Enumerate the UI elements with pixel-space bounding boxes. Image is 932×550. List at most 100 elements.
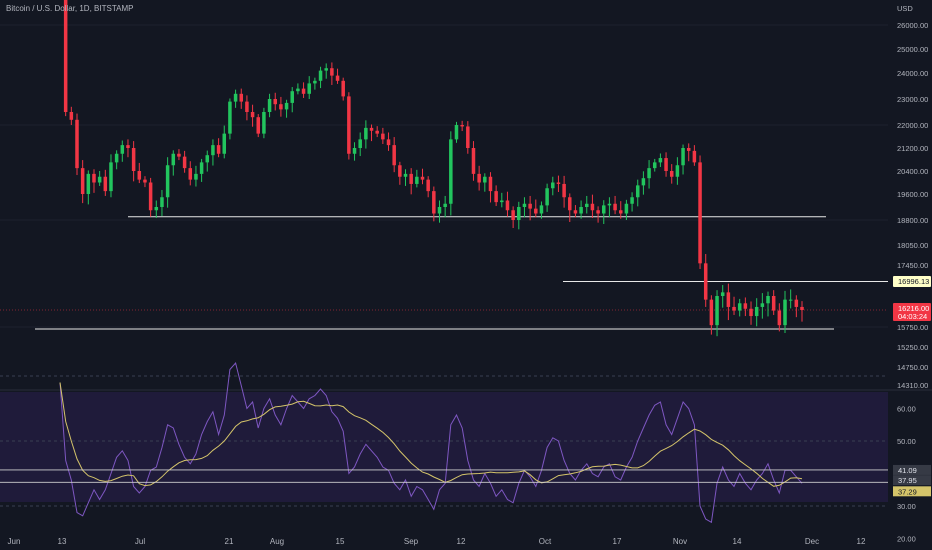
rsi-tick-label: 37.29 — [898, 487, 917, 496]
candle — [760, 303, 765, 307]
price-tick-label: 22000.00 — [897, 121, 928, 130]
candle — [233, 93, 238, 102]
candle — [262, 112, 266, 134]
candle — [392, 145, 396, 166]
candle — [585, 203, 589, 207]
candle — [279, 104, 283, 110]
candle — [307, 83, 311, 94]
candle — [352, 148, 357, 154]
candle — [437, 207, 442, 214]
time-tick-label: 13 — [58, 537, 67, 546]
candle — [613, 203, 617, 211]
price-tick-label: 17450.00 — [897, 261, 928, 270]
candle — [267, 99, 272, 112]
candle — [284, 102, 289, 110]
candle — [466, 126, 470, 148]
candle — [245, 101, 249, 112]
candle — [426, 179, 430, 192]
candle — [534, 208, 538, 214]
candle — [143, 179, 147, 183]
candle — [290, 91, 294, 103]
candle — [783, 299, 787, 326]
time-axis: Jun 13 Jul 21 Aug 15 Sep 12 Oct 17 Nov 14 Dec 12 — [8, 537, 866, 546]
candle — [228, 101, 232, 134]
price-axis: USD 26000.00 25000.00 24000.00 23000.00 22000… — [893, 4, 931, 544]
candle — [471, 148, 476, 174]
candle — [749, 308, 753, 317]
candle — [568, 197, 572, 211]
candle — [500, 200, 504, 203]
candle — [647, 168, 651, 179]
rsi-tick-label: 60.00 — [897, 405, 916, 414]
candle — [743, 303, 748, 309]
candle — [618, 210, 623, 214]
candle — [528, 203, 532, 209]
rsi-ma-badge — [893, 486, 931, 497]
horizontal-lines[interactable] — [0, 216, 888, 330]
rsi-tick-label: 20.00 — [897, 535, 916, 544]
candle — [341, 80, 345, 97]
grid — [0, 24, 932, 507]
price-tick-label: 18050.00 — [897, 241, 928, 250]
candle — [635, 185, 640, 198]
candle — [103, 176, 108, 192]
candle — [171, 153, 176, 166]
candle — [794, 299, 799, 307]
candle — [681, 148, 685, 166]
candle — [239, 93, 244, 102]
candle — [658, 158, 663, 163]
last-price-badge-text: 04:03:24 — [898, 312, 927, 321]
candle — [517, 207, 521, 220]
candle — [205, 155, 210, 163]
candle — [420, 176, 425, 180]
candle — [398, 165, 402, 177]
candle — [296, 88, 300, 92]
time-tick-label: Jul — [135, 537, 145, 546]
candle — [313, 80, 317, 84]
candle — [126, 145, 130, 148]
candle — [182, 156, 187, 169]
candle — [80, 168, 85, 194]
candle — [403, 173, 408, 177]
candle — [75, 119, 79, 169]
chart-title: Bitcoin / U.S. Dollar, 1D, BITSTAMP — [6, 4, 134, 13]
candle — [766, 296, 770, 304]
candle — [505, 200, 510, 211]
candle — [63, 0, 68, 112]
candle — [69, 112, 74, 120]
candle — [449, 139, 453, 204]
candle — [641, 178, 646, 186]
candle — [715, 296, 719, 326]
price-unit-label: USD — [897, 4, 913, 13]
candle — [737, 303, 742, 311]
candle — [432, 191, 436, 214]
candle — [386, 139, 391, 146]
time-tick-label: 12 — [457, 537, 466, 546]
price-tick-label: 26000.00 — [897, 21, 928, 30]
candle — [652, 162, 657, 169]
candle — [669, 171, 674, 177]
price-tick-label: 20400.00 — [897, 167, 928, 176]
candle — [364, 127, 368, 140]
candle — [409, 173, 413, 184]
candle — [754, 306, 759, 317]
candle — [347, 96, 351, 154]
candle — [494, 191, 498, 203]
price-tick-label: 23000.00 — [897, 95, 928, 104]
candle — [114, 153, 119, 163]
candle — [194, 173, 198, 180]
candle — [601, 205, 606, 214]
candle — [664, 158, 668, 171]
line-value-badge-box — [893, 276, 931, 288]
candle — [137, 171, 142, 180]
candle — [250, 112, 255, 118]
candle — [120, 145, 125, 154]
candle — [675, 165, 680, 177]
candle — [177, 153, 181, 157]
candle — [596, 210, 600, 214]
candle — [477, 173, 481, 183]
time-tick-label: Oct — [539, 537, 552, 546]
candle — [222, 133, 227, 154]
candle — [720, 292, 725, 296]
